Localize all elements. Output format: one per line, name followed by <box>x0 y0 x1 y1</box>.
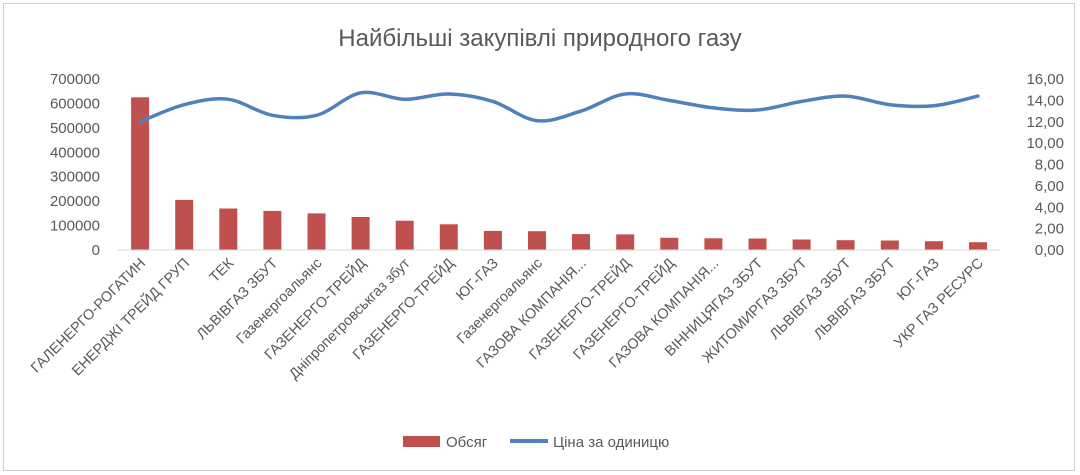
legend-swatch-volume <box>403 436 440 447</box>
y-right-tick-label: 0,00 <box>1035 242 1064 259</box>
y-right-tick-label: 12,00 <box>1026 114 1064 131</box>
y-left-tick-label: 500000 <box>50 120 100 137</box>
legend: Обсяг Ціна за одиницю <box>403 434 669 451</box>
y-right-tick-label: 4,00 <box>1035 199 1064 216</box>
bar-18 <box>880 240 899 250</box>
y-right-tick-label: 10,00 <box>1026 135 1064 152</box>
y-left-tick-label: 0 <box>92 242 100 259</box>
bar-6 <box>351 217 370 250</box>
bar-14 <box>704 238 723 250</box>
legend-label-price: Ціна за одиницю <box>553 434 669 451</box>
bars-group <box>131 97 987 250</box>
y-right-tick-label: 8,00 <box>1035 157 1064 174</box>
bar-8 <box>439 224 458 250</box>
price-line <box>138 90 980 124</box>
bar-15 <box>748 238 767 250</box>
bar-11 <box>572 234 590 250</box>
bar-19 <box>924 241 943 250</box>
bar-5 <box>307 213 326 250</box>
x-category-label: ТЕК <box>207 255 238 286</box>
bar-12 <box>616 234 635 250</box>
y-left-tick-label: 600000 <box>50 95 100 112</box>
bar-9 <box>483 230 502 250</box>
bar-16 <box>792 239 811 250</box>
bar-10 <box>528 231 546 250</box>
bar-1 <box>131 97 150 250</box>
x-category-label: ЛЬВІВГАЗ ЗБУТ <box>767 255 854 342</box>
bar-7 <box>395 220 414 250</box>
y-axis-left: 0 100000 200000 300000 400000 500000 600000 700… <box>50 71 100 259</box>
y-left-tick-label: 100000 <box>50 218 100 235</box>
x-category-label: ЛЬВІВГАЗ ЗБУТ <box>194 255 281 342</box>
y-left-tick-label: 300000 <box>50 169 100 186</box>
legend-label-volume: Обсяг <box>446 434 488 451</box>
line-group <box>138 90 980 124</box>
bar-3 <box>219 208 238 250</box>
x-category-label: ЛЬВІВГАЗ ЗБУТ <box>811 255 898 342</box>
y-right-tick-label: 2,00 <box>1035 221 1064 238</box>
bar-13 <box>660 237 679 250</box>
y-left-tick-label: 200000 <box>50 193 100 210</box>
y-left-tick-label: 700000 <box>50 71 100 88</box>
chart-title: Найбільші закупівлі природного газу <box>338 25 741 52</box>
y-left-tick-label: 400000 <box>50 144 100 161</box>
y-right-tick-label: 6,00 <box>1035 178 1064 195</box>
bar-2 <box>175 199 194 250</box>
y-right-tick-label: 14,00 <box>1026 92 1064 109</box>
bar-20 <box>969 242 987 250</box>
y-axis-right: 0,00 2,00 4,00 6,00 8,00 10,00 12,00 14,00 16,00 <box>1026 71 1064 259</box>
bar-4 <box>263 210 282 250</box>
y-right-tick-label: 16,00 <box>1026 71 1064 88</box>
bar-17 <box>836 240 855 250</box>
